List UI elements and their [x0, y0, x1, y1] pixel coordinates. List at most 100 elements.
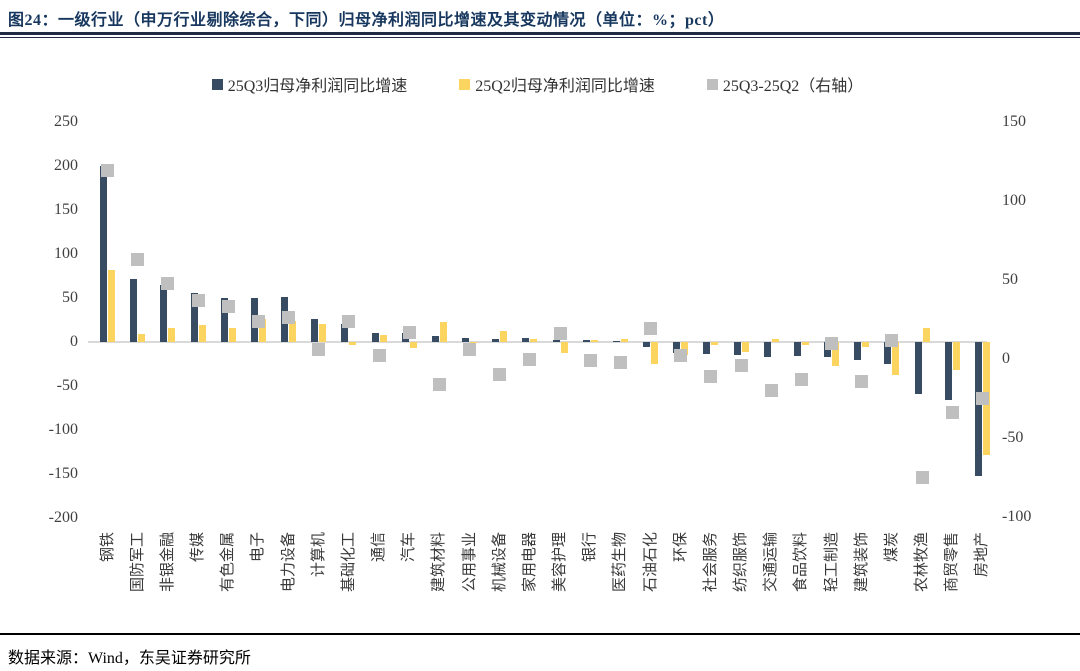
x-axis-label-美容护理: 美容护理 [552, 532, 569, 593]
left-axis-tick: -150 [48, 465, 78, 482]
diff-marker-机械设备 [493, 368, 507, 382]
x-axis-label-石油石化: 石油石化 [642, 532, 659, 593]
bar-25q3-医药生物 [612, 341, 620, 343]
title-rule-thick [0, 32, 1080, 35]
bar-25q2-煤炭 [892, 342, 900, 375]
diff-marker-轻工制造 [825, 336, 839, 350]
diff-marker-纺织服饰 [734, 358, 748, 372]
x-axis-label-电子: 电子 [250, 532, 267, 563]
left-axis-tick: 50 [62, 289, 78, 306]
bar-25q2-通信 [379, 334, 387, 342]
right-axis-tick: 150 [1002, 113, 1026, 130]
bar-25q2-非银金融 [168, 327, 176, 342]
bar-25q2-医药生物 [620, 339, 628, 342]
diff-marker-煤炭 [885, 333, 899, 347]
x-axis-label-钢铁: 钢铁 [99, 532, 116, 563]
diff-marker-社会服务 [704, 369, 718, 383]
bar-25q2-家用电器 [530, 339, 538, 342]
legend-label-diff: 25Q3-25Q2（右轴） [722, 78, 864, 95]
x-axis-label-环保: 环保 [672, 532, 689, 563]
bar-25q3-机械设备 [492, 339, 500, 342]
diff-marker-非银金融 [161, 276, 175, 290]
bar-25q2-电力设备 [289, 320, 297, 342]
diff-marker-环保 [674, 349, 688, 363]
bar-25q2-社会服务 [711, 342, 719, 345]
bar-25q3-社会服务 [703, 342, 711, 355]
x-axis-label-农林牧渔: 农林牧渔 [914, 532, 931, 593]
diff-marker-石油石化 [644, 322, 658, 336]
x-axis-label-基础化工: 基础化工 [340, 532, 357, 593]
bar-25q2-食品饮料 [801, 342, 809, 345]
bar-25q2-纺织服饰 [741, 342, 749, 352]
left-axis-tick: 100 [54, 245, 78, 262]
bar-25q3-房地产 [974, 342, 982, 476]
bar-25q3-通信 [371, 333, 379, 342]
x-axis-label-通信: 通信 [371, 532, 388, 563]
bar-25q2-商贸零售 [952, 342, 960, 371]
bar-25q2-基础化工 [349, 342, 357, 345]
diff-marker-房地产 [975, 392, 989, 405]
chart-legend: 25Q3归母净利润同比增速 25Q2归母净利润同比增速 25Q3-25Q2（右轴… [90, 72, 985, 96]
diff-marker-国防军工 [131, 252, 145, 266]
x-axis-label-交通运输: 交通运输 [763, 532, 780, 593]
zero-gridline [88, 341, 987, 343]
right-axis-tick: -50 [1002, 429, 1024, 446]
figure-title: 图24：一级行业（申万行业剔除综合，下同）归母净利润同比增速及其变动情况（单位：… [8, 12, 725, 29]
x-axis-label-非银金融: 非银金融 [159, 532, 176, 593]
x-axis-label-计算机: 计算机 [310, 532, 327, 578]
legend-item-25q3: 25Q3归母净利润同比增速 [211, 72, 407, 96]
right-axis-tick: 0 [1002, 350, 1010, 367]
x-axis-label-建筑材料: 建筑材料 [431, 532, 448, 593]
x-axis-label-轻工制造: 轻工制造 [823, 532, 840, 593]
x-axis-label-食品饮料: 食品饮料 [793, 532, 810, 593]
x-axis-label-国防军工: 国防军工 [129, 532, 146, 593]
x-axis-label-汽车: 汽车 [401, 532, 418, 563]
right-axis-tick: 100 [1002, 192, 1026, 209]
diff-marker-汽车 [402, 325, 416, 339]
bar-25q3-非银金融 [160, 284, 168, 342]
bar-25q3-银行 [582, 340, 590, 342]
bar-25q2-石油石化 [651, 342, 659, 364]
bar-25q3-交通运输 [763, 342, 771, 357]
x-axis-label-公用事业: 公用事业 [461, 532, 478, 593]
diff-marker-电力设备 [282, 311, 296, 325]
diff-marker-公用事业 [463, 343, 477, 357]
bar-25q2-汽车 [409, 342, 417, 349]
bar-25q3-公用事业 [462, 337, 470, 342]
legend-swatch-25q2-icon [459, 78, 471, 90]
diff-marker-计算机 [312, 343, 326, 357]
bar-25q2-有色金属 [228, 327, 236, 342]
diff-marker-银行 [583, 354, 597, 368]
bar-25q3-基础化工 [341, 323, 349, 342]
bar-25q2-计算机 [319, 324, 327, 342]
left-axis-tick: 150 [54, 201, 78, 218]
bar-25q2-机械设备 [500, 330, 508, 342]
x-axis-label-煤炭: 煤炭 [883, 532, 900, 563]
x-axis-label-社会服务: 社会服务 [702, 532, 719, 593]
source-note: 数据来源：Wind，东吴证券研究所 [8, 650, 251, 667]
bar-25q3-商贸零售 [944, 342, 952, 401]
bar-25q2-公用事业 [470, 342, 478, 343]
bar-25q3-农林牧渔 [914, 342, 922, 394]
x-axis-label-电力设备: 电力设备 [280, 532, 297, 593]
bar-25q2-环保 [681, 342, 689, 356]
diff-marker-食品饮料 [794, 373, 808, 387]
left-axis-tick: -100 [48, 421, 78, 438]
x-axis-label-医药生物: 医药生物 [612, 532, 629, 593]
bar-25q3-有色金属 [220, 298, 228, 342]
bar-25q3-煤炭 [884, 342, 892, 364]
diff-marker-美容护理 [553, 327, 567, 341]
x-axis-label-商贸零售: 商贸零售 [944, 532, 961, 593]
x-axis-label-有色金属: 有色金属 [220, 532, 237, 593]
bar-25q2-银行 [590, 340, 598, 342]
bar-25q2-建筑装饰 [862, 342, 870, 348]
x-axis-label-房地产: 房地产 [974, 532, 991, 578]
legend-swatch-diff-icon [706, 78, 718, 90]
x-axis-label-传媒: 传媒 [190, 532, 206, 563]
bar-25q2-交通运输 [771, 339, 779, 342]
diff-marker-交通运输 [764, 384, 778, 398]
diff-marker-电子 [251, 314, 265, 328]
bar-25q2-电子 [258, 319, 266, 342]
x-axis-label-纺织服饰: 纺织服饰 [733, 532, 750, 593]
